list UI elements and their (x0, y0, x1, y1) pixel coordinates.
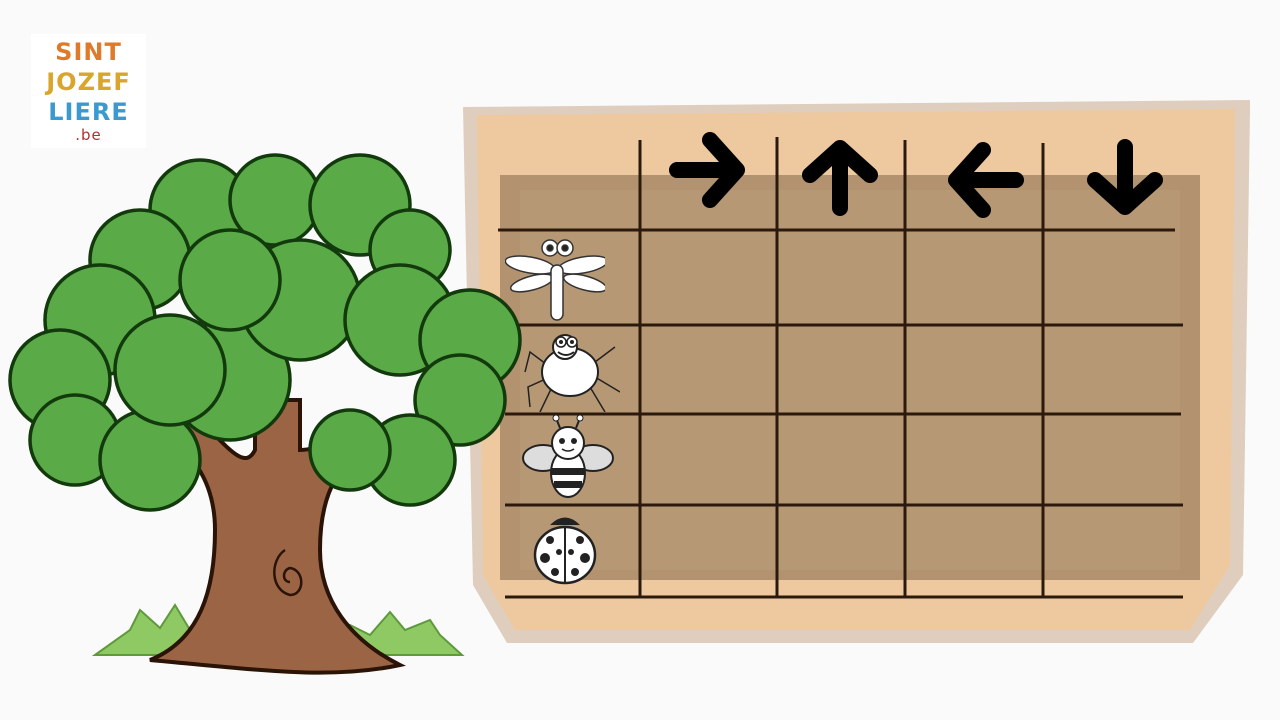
logo-line-4: .be (75, 126, 102, 144)
ladybug-icon (533, 517, 597, 585)
grid-board (463, 100, 1250, 643)
grid-lines (498, 137, 1183, 599)
school-logo: SINT JOZEF LIERE .be (31, 34, 146, 148)
tree-foliage (8, 153, 522, 512)
spider-icon (524, 334, 620, 412)
tree-illustration (8, 153, 522, 675)
logo-line-1: SINT (55, 38, 122, 66)
logo-line-3: LIERE (48, 98, 129, 126)
logo-line-2: JOZEF (46, 68, 131, 96)
arrow-up-icon (802, 140, 878, 216)
dragonfly-icon (505, 239, 605, 321)
board-inner-shade (520, 190, 1180, 570)
arrow-down-icon (1087, 139, 1163, 215)
arrow-left-icon (948, 142, 1024, 218)
bee-icon (522, 414, 614, 498)
trunk-knot (273, 548, 303, 597)
arrow-right-icon (669, 132, 745, 208)
